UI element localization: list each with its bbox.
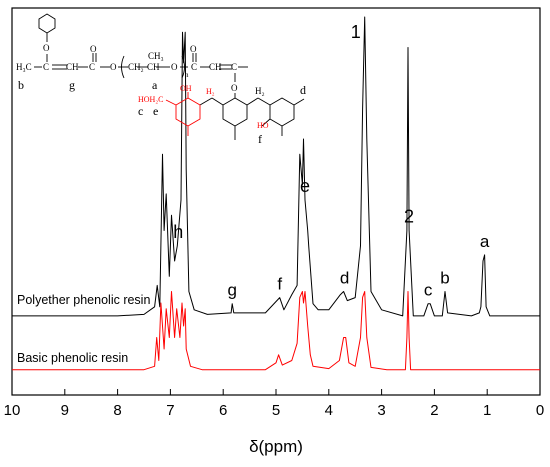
peak-label: f bbox=[277, 275, 282, 294]
bond bbox=[211, 97, 224, 106]
chemical-structure bbox=[34, 13, 271, 140]
struct-n: n bbox=[185, 71, 189, 79]
struct-ho: HO bbox=[257, 121, 269, 130]
struct-f: f bbox=[258, 132, 262, 146]
x-axis-label: δ(ppm) bbox=[249, 437, 303, 456]
phenol-ring-right bbox=[269, 97, 295, 127]
struct-h3c: H₃C bbox=[16, 62, 32, 72]
struct-oh: OH bbox=[180, 84, 192, 93]
struct-ch: CH bbox=[66, 62, 79, 72]
phenyl-ring-top bbox=[38, 13, 56, 34]
bond bbox=[199, 97, 213, 106]
chemical-structure-right bbox=[261, 97, 305, 136]
struct-h2-red: H₂ bbox=[206, 87, 215, 96]
structure-text-red: OH HOH₂C H₂ HO bbox=[138, 84, 269, 130]
struct-c-label: c bbox=[138, 104, 143, 118]
series-line-1 bbox=[12, 291, 540, 371]
struct-a: a bbox=[152, 78, 158, 92]
struct-h2-black: H₂ bbox=[255, 86, 265, 96]
paren-open bbox=[121, 55, 125, 79]
x-tick-label: 7 bbox=[166, 402, 174, 419]
peak-label: c bbox=[424, 281, 433, 300]
struct-o4: O bbox=[190, 44, 197, 54]
phenol-ring-left bbox=[175, 97, 201, 127]
struct-hoh2c: HOH₂C bbox=[138, 95, 163, 104]
structure-text: O H₃C C CH C O O CH₂ CH₃ CH O n C O CH C… bbox=[16, 43, 306, 146]
struct-o-top: O bbox=[43, 43, 50, 53]
x-axis-ticks bbox=[11, 389, 541, 395]
struct-ch3-sub: CH₃ bbox=[148, 51, 164, 61]
bond bbox=[257, 97, 271, 106]
struct-c3: C bbox=[191, 62, 197, 72]
x-tick-label: 3 bbox=[377, 402, 385, 419]
paren-close bbox=[181, 55, 185, 79]
struct-o1: O bbox=[90, 44, 97, 54]
x-tick-label: 5 bbox=[272, 402, 280, 419]
bond bbox=[261, 118, 271, 127]
struct-o2: O bbox=[110, 62, 117, 72]
x-tick-label: 4 bbox=[325, 402, 333, 419]
struct-ch-b: CH bbox=[147, 62, 160, 72]
struct-d: d bbox=[300, 83, 306, 97]
x-tick-label: 1 bbox=[483, 402, 491, 419]
bond bbox=[293, 98, 305, 106]
struct-ch-c: CH bbox=[209, 62, 222, 72]
peak-label: 2 bbox=[404, 207, 414, 227]
struct-c4: C bbox=[231, 62, 237, 72]
peak-annotations: 1 2 h e g f d cb a bbox=[173, 22, 490, 300]
struct-ch2: CH₂ bbox=[128, 62, 144, 72]
peak-label: g bbox=[227, 281, 236, 300]
peak-label: h bbox=[173, 222, 183, 242]
series-line-0 bbox=[12, 16, 540, 317]
x-tick-label: 0 bbox=[536, 402, 544, 419]
x-tick-label: 10 bbox=[4, 402, 21, 419]
series-label-basic: Basic phenolic resin bbox=[17, 351, 128, 365]
central-ring bbox=[222, 97, 248, 127]
struct-g: g bbox=[69, 78, 75, 92]
struct-b: b bbox=[18, 78, 24, 92]
x-tick-label: 9 bbox=[61, 402, 69, 419]
struct-o5: O bbox=[231, 83, 238, 93]
peak-label: a bbox=[480, 232, 490, 251]
x-tick-label: 2 bbox=[430, 402, 438, 419]
struct-o3: O bbox=[171, 62, 178, 72]
x-tick-label: 6 bbox=[219, 402, 227, 419]
bond bbox=[246, 97, 259, 106]
series-label-polyether: Polyether phenolic resin bbox=[17, 293, 150, 307]
struct-e: e bbox=[153, 104, 158, 118]
x-axis-tick-labels: 10 9 8 7 6 5 4 3 2 1 0 bbox=[4, 402, 545, 419]
peak-label: b bbox=[440, 269, 449, 288]
peak-label: d bbox=[340, 269, 349, 288]
series-layer bbox=[12, 16, 540, 371]
struct-c2: C bbox=[89, 62, 95, 72]
struct-c1: C bbox=[43, 62, 49, 72]
bond bbox=[165, 99, 177, 106]
x-tick-label: 8 bbox=[113, 402, 121, 419]
chemical-structure-red bbox=[165, 92, 201, 136]
peak-label: e bbox=[300, 176, 310, 196]
peak-label: 1 bbox=[351, 22, 361, 42]
